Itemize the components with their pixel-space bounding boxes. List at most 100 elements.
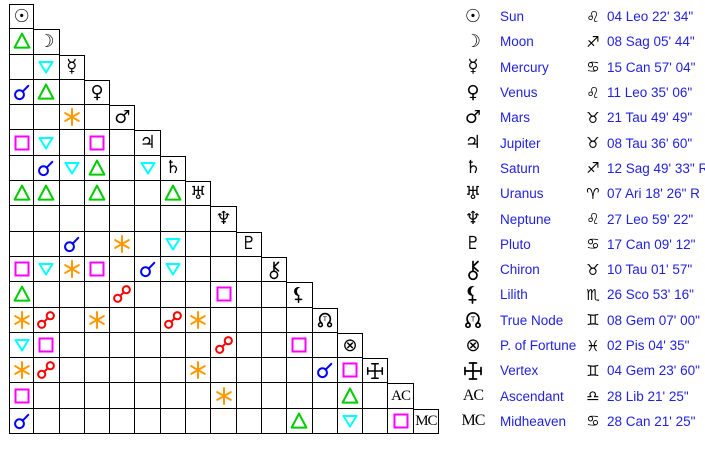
aspect-cell-pluto-jupiter	[135, 231, 161, 257]
planet-position: 08 Gem 07' 00"	[607, 312, 700, 328]
aspect-cell-saturn-venus	[84, 155, 111, 182]
planet-row-vertex: Vertex ♊ 04 Gem 23' 60"	[455, 358, 705, 383]
aspect-cell-neptune-moon	[34, 206, 60, 232]
aspect-cell-venus-sun	[9, 79, 35, 106]
diagonal-cell-uranus: ♅	[186, 181, 212, 207]
aspect-cell-pluto-mars	[110, 231, 136, 257]
planet-position: 08 Sag 05' 44"	[607, 34, 695, 50]
aspect-cell-uranus-venus	[84, 181, 111, 207]
moon-icon: ☽	[464, 30, 482, 52]
quincunx-aspect-icon	[38, 263, 54, 276]
diagonal-cell-pluto: ♇	[236, 231, 262, 257]
aspect-cell-uranus-sun	[9, 181, 35, 207]
diagonal-cell-saturn: ♄	[160, 155, 187, 182]
aspect-cell-truenode-saturn	[160, 307, 187, 333]
uranus-icon: ♅	[464, 182, 482, 204]
opposition-aspect-icon	[164, 310, 182, 329]
sun-icon: ☉	[464, 5, 482, 27]
sextile-aspect-icon	[215, 386, 232, 405]
diagonal-cell-vertex	[363, 358, 389, 384]
aspect-cell-AC-venus	[84, 383, 111, 409]
planet-row-mars: ♂ Mars ♉ 21 Tau 49' 49"	[455, 105, 705, 130]
aspect-cell-lilith-pluto	[236, 282, 262, 308]
conjunction-aspect-icon	[13, 413, 29, 429]
vertex-icon	[464, 361, 482, 380]
aspect-cell-MC-uranus	[186, 408, 212, 435]
grid-row-mars: ♂	[9, 105, 439, 131]
sextile-aspect-icon	[13, 310, 30, 329]
conjunction-aspect-icon	[38, 160, 54, 177]
grid-row-uranus: ♅	[9, 181, 439, 207]
aspect-cell-AC-vertex	[363, 383, 389, 409]
aspect-cell-vertex-neptune	[211, 358, 237, 384]
sextile-aspect-icon	[190, 361, 207, 380]
planet-name: Saturn	[500, 160, 540, 176]
fortune-icon: ⊗	[342, 334, 358, 356]
mercury-icon: ☿	[66, 56, 78, 78]
sextile-aspect-icon	[190, 310, 207, 329]
zodiac-sign-lilith-icon: ♏	[586, 285, 600, 304]
aspect-cell-uranus-mercury	[59, 181, 85, 207]
diagonal-cell-neptune: ♆	[211, 206, 237, 232]
zodiac-sign-saturn-icon: ♐	[586, 159, 600, 178]
aspect-cell-lilith-jupiter	[135, 282, 161, 308]
aspect-cell-MC-fortune	[337, 408, 364, 435]
saturn-icon: ♄	[164, 157, 181, 179]
quincunx-aspect-icon	[14, 339, 30, 352]
square-aspect-icon	[89, 261, 105, 277]
planet-row-sun: ☉ Sun ♌ 04 Leo 22' 34"	[455, 4, 705, 29]
planet-position: 08 Tau 36' 60"	[607, 135, 693, 151]
mercury-icon: ☿	[467, 56, 479, 78]
square-aspect-icon	[89, 135, 105, 151]
aspect-cell-neptune-mercury	[59, 206, 85, 232]
trine-aspect-icon	[13, 184, 31, 201]
zodiac-sign-fortune-icon: ♓	[586, 336, 600, 355]
square-aspect-icon	[14, 261, 30, 277]
aspect-cell-fortune-neptune	[211, 332, 237, 359]
aspect-cell-AC-moon	[34, 383, 60, 409]
quincunx-aspect-icon	[38, 60, 54, 74]
mars-icon: ♂	[114, 106, 131, 128]
vertex-icon	[367, 362, 384, 379]
planet-name: Chiron	[500, 262, 540, 278]
aspect-cell-lilith-moon	[34, 282, 60, 308]
zodiac-sign-mercury-icon: ♋	[586, 58, 600, 77]
aspect-cell-vertex-truenode	[312, 358, 338, 384]
aspect-cell-truenode-lilith	[287, 307, 313, 333]
saturn-icon: ♄	[464, 157, 482, 179]
opposition-aspect-icon	[214, 336, 233, 354]
diagonal-cell-truenode: T	[312, 307, 338, 333]
aspect-cell-vertex-venus	[84, 358, 111, 384]
diagonal-cell-fortune: ⊗	[337, 332, 364, 359]
diagonal-cell-sun: ☉	[9, 4, 35, 30]
aspect-cell-neptune-uranus	[186, 206, 212, 232]
aspect-cell-AC-lilith	[287, 383, 313, 409]
planet-row-moon: ☽ Moon ♐ 08 Sag 05' 44"	[455, 29, 705, 54]
planet-row-lilith: Lilith ♏ 26 Sco 53' 16"	[455, 282, 705, 307]
aspect-cell-uranus-moon	[34, 181, 60, 207]
zodiac-sign-neptune-icon: ♌	[586, 210, 600, 229]
aspect-cell-jupiter-sun	[9, 130, 35, 156]
zodiac-sign-chiron-icon: ♉	[586, 260, 600, 279]
grid-row-venus: ♀	[9, 79, 439, 106]
jupiter-icon: ♃	[464, 132, 482, 154]
venus-icon: ♀	[90, 81, 104, 103]
aspect-cell-moon-sun	[9, 29, 35, 55]
aspect-cell-MC-moon	[34, 408, 60, 435]
planet-name: Venus	[500, 85, 538, 101]
zodiac-sign-vertex-icon: ♊	[586, 361, 600, 380]
jupiter-icon: ♃	[139, 132, 156, 154]
aspect-cell-truenode-neptune	[211, 307, 237, 333]
square-aspect-icon	[38, 337, 54, 353]
quincunx-aspect-icon	[165, 237, 181, 251]
planet-position: 15 Can 57' 04"	[607, 59, 696, 75]
diagonal-cell-mars: ♂	[110, 105, 136, 131]
aspect-cell-pluto-saturn	[160, 231, 187, 257]
sun-icon: ☉	[13, 5, 30, 27]
aspect-cell-fortune-sun	[9, 332, 35, 359]
moon-icon: ☽	[38, 30, 55, 52]
grid-row-jupiter: ♃	[9, 130, 439, 156]
aspect-cell-AC-sun	[9, 383, 35, 409]
aspect-cell-lilith-chiron	[261, 282, 288, 308]
truenode-icon: T	[465, 312, 481, 329]
